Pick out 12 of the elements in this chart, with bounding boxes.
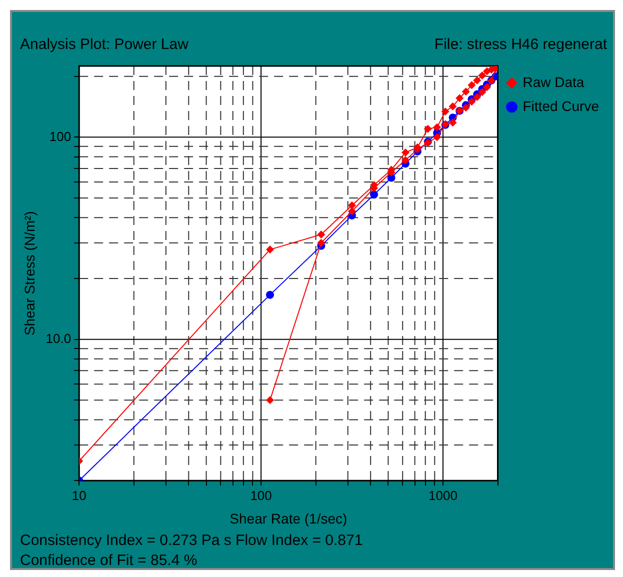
x-tick-label: 10	[72, 488, 86, 503]
legend-label: Raw Data	[522, 74, 584, 90]
y-tick-label: 10.0	[46, 330, 72, 346]
chart-subtitle: File: stress H46 regenerat	[434, 36, 607, 53]
x-tick-label: 100	[250, 488, 272, 503]
chart-title: Analysis Plot: Power Law	[20, 36, 188, 53]
x-axis-title: Shear Rate (1/sec)	[230, 510, 348, 526]
x-tick-label: 1000	[428, 488, 458, 503]
legend-label: Fitted Curve	[522, 98, 600, 114]
y-axis-title: Shear Stress (N/m²)	[21, 211, 38, 336]
text: Confidence of Fit = 85.4 %	[20, 552, 198, 569]
text: Consistency Index = 0.273 Pa s Flow Index = 0.871	[20, 532, 363, 549]
